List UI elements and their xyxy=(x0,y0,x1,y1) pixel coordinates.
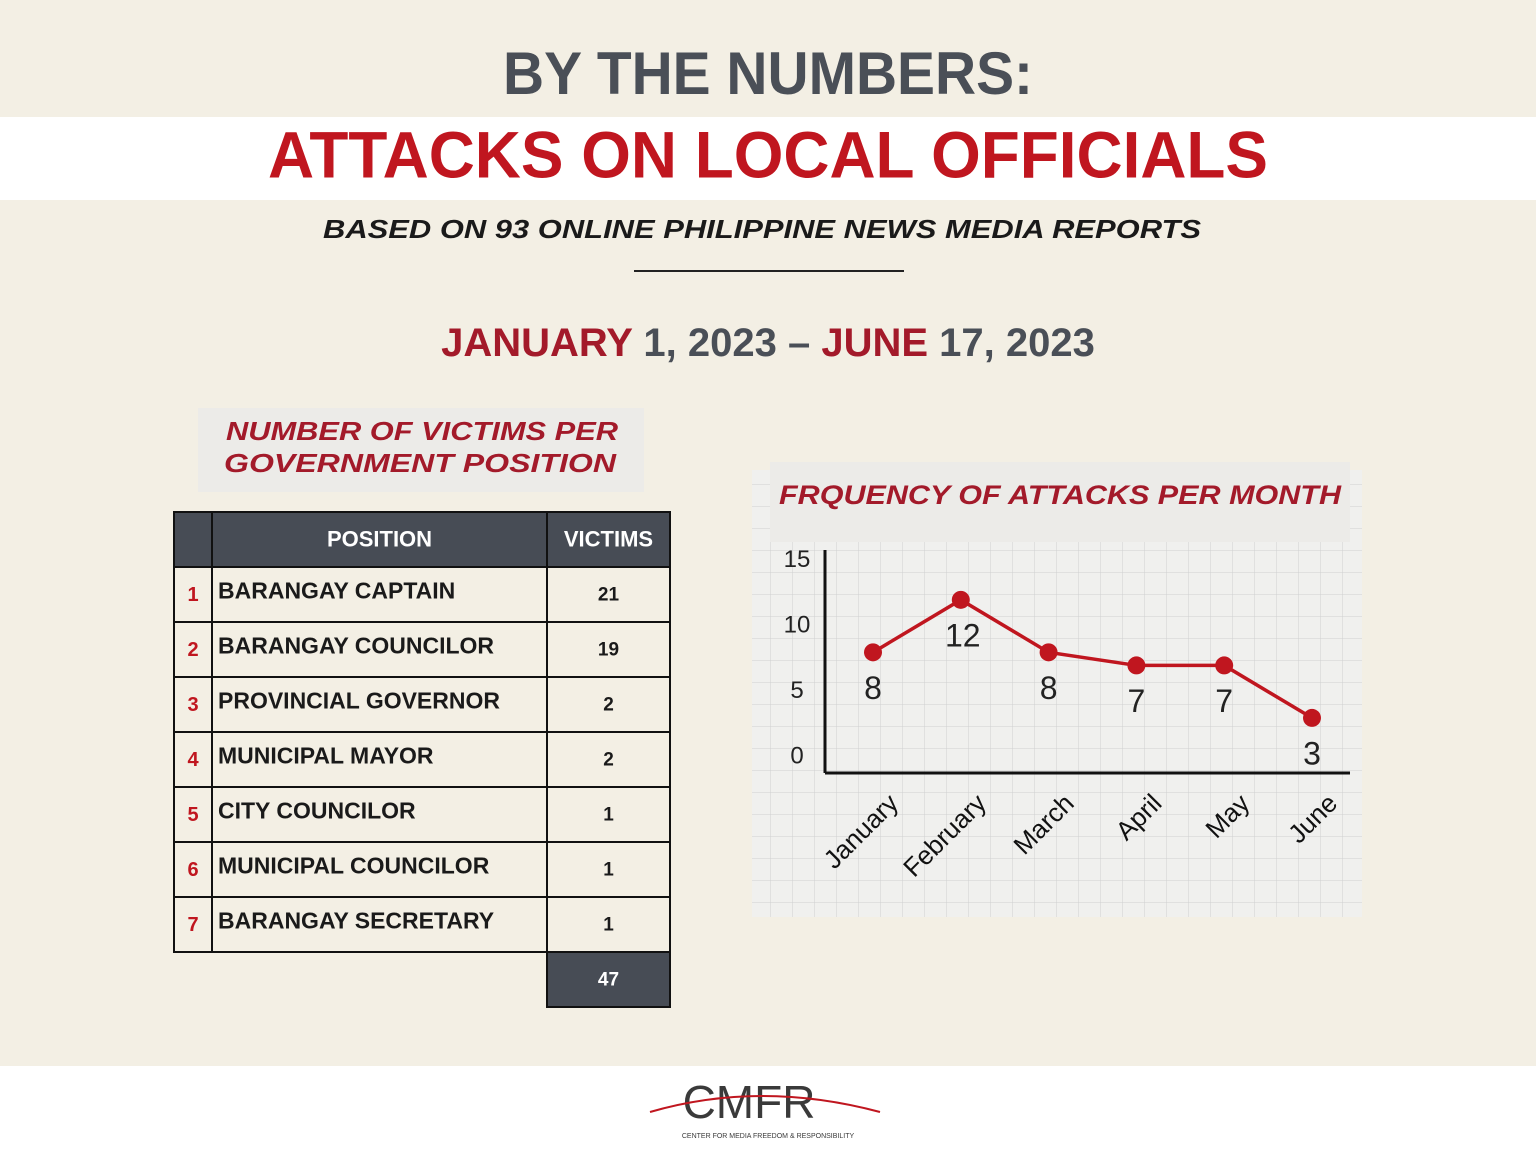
point xyxy=(1039,643,1058,662)
footer-band xyxy=(0,1066,1536,1152)
date-part: JUNE xyxy=(821,321,928,365)
table-title-box xyxy=(198,408,644,492)
table-header xyxy=(173,511,671,568)
value-label: 8 xyxy=(864,670,882,706)
value-label: 7 xyxy=(1128,683,1146,719)
row-victims: 1 xyxy=(603,860,614,881)
row-position: MUNICIPAL MAYOR xyxy=(218,743,434,769)
table-title: NUMBER OF VICTIMS PER xyxy=(226,416,618,446)
total-cell xyxy=(546,951,671,1008)
headline: ATTACKS ON LOCAL OFFICIALS xyxy=(268,117,1268,191)
table-row xyxy=(173,896,671,953)
y-tick-label: 10 xyxy=(784,611,811,638)
row-rank: 1 xyxy=(187,584,198,606)
y-tick-label: 15 xyxy=(784,546,811,573)
row-victims: 19 xyxy=(598,640,619,661)
row-position: BARANGAY CAPTAIN xyxy=(218,578,455,604)
value-label: 7 xyxy=(1215,683,1233,719)
logo: CMFR xyxy=(683,1076,816,1128)
table-title: GOVERNMENT POSITION xyxy=(224,448,617,478)
logo-caption: CENTER FOR MEDIA FREEDOM & RESPONSIBILIT… xyxy=(682,1133,855,1140)
point xyxy=(864,643,882,662)
title: BY THE NUMBERS: xyxy=(503,40,1033,107)
subtitle: BASED ON 93 ONLINE PHILIPPINE NEWS MEDIA… xyxy=(323,214,1202,244)
point xyxy=(1127,656,1146,675)
date-part: 17, 2023 xyxy=(939,321,1095,365)
chart-title-box xyxy=(770,462,1350,542)
series-line xyxy=(872,597,1313,720)
row-rank: 6 xyxy=(187,859,198,881)
row-victims: 1 xyxy=(603,915,614,936)
chart-title: FRQUENCY OF ATTACKS PER MONTH xyxy=(779,480,1342,510)
row-position: CITY COUNCILOR xyxy=(218,798,416,824)
row-victims: 2 xyxy=(603,695,614,716)
row-victims: 2 xyxy=(603,750,614,771)
date-part: JANUARY xyxy=(441,321,633,365)
row-position: BARANGAY SECRETARY xyxy=(218,908,494,934)
value-label: 8 xyxy=(1040,670,1058,706)
date-part: 1, 2023 – xyxy=(643,321,810,365)
y-tick-label: 0 xyxy=(790,743,803,770)
point xyxy=(1215,656,1234,675)
row-rank: 2 xyxy=(187,639,198,661)
headline-band xyxy=(0,117,1536,200)
row-rank: 4 xyxy=(187,749,199,771)
row-position: MUNICIPAL COUNCILOR xyxy=(218,853,490,879)
value-label: 3 xyxy=(1303,735,1321,771)
chart-grid-paper xyxy=(752,470,1362,917)
row-rank: 3 xyxy=(187,694,198,716)
row-victims: 1 xyxy=(603,805,614,826)
row-victims: 21 xyxy=(598,585,620,606)
row-rank: 7 xyxy=(187,914,198,936)
logo-swoosh xyxy=(649,1095,881,1113)
date-range: JANUARY 1, 2023 – JUNE 17, 2023 xyxy=(441,321,1095,365)
row-position: PROVINCIAL GOVERNOR xyxy=(218,688,500,714)
row-position: BARANGAY COUNCILOR xyxy=(218,633,494,659)
row-rank: 5 xyxy=(187,804,198,826)
y-tick-label: 5 xyxy=(790,677,803,704)
value-label: 12 xyxy=(945,617,981,653)
column-header: VICTIMS xyxy=(564,526,653,551)
column-header: POSITION xyxy=(327,526,432,551)
point xyxy=(1303,708,1321,727)
point xyxy=(951,590,970,609)
total-value: 47 xyxy=(598,970,619,991)
